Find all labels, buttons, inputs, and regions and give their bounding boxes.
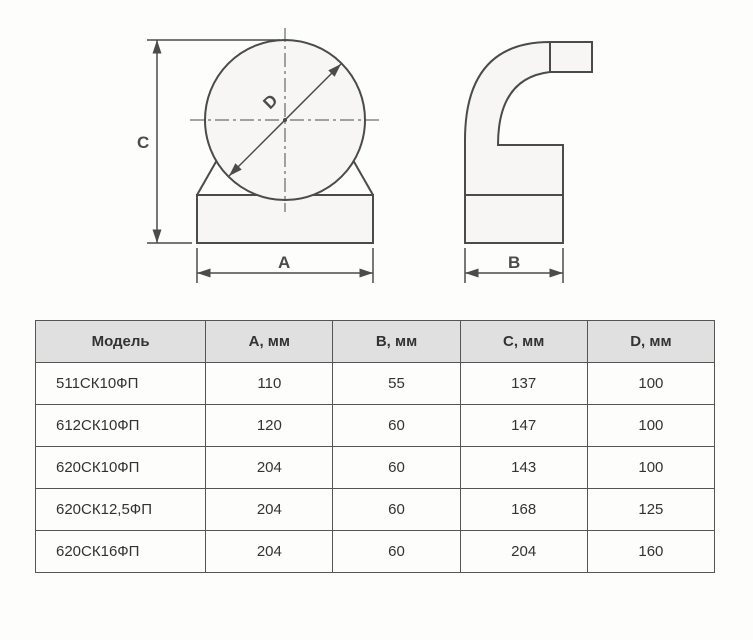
cell-model: 620СК12,5ФП [36,489,206,531]
cell-value: 100 [587,447,714,489]
cell-value: 137 [460,363,587,405]
cell-value: 60 [333,489,460,531]
cell-model: 511СК10ФП [36,363,206,405]
cell-value: 100 [587,363,714,405]
label-c: C [137,133,149,152]
cell-value: 160 [587,531,714,573]
cell-value: 204 [460,531,587,573]
dimension-a: A [197,248,373,283]
col-c: C, мм [460,321,587,363]
table-row: 620СК12,5ФП20460168125 [36,489,715,531]
cell-value: 204 [206,489,333,531]
cell-value: 110 [206,363,333,405]
col-d: D, мм [587,321,714,363]
cell-value: 168 [460,489,587,531]
cell-value: 55 [333,363,460,405]
cell-value: 143 [460,447,587,489]
col-a: A, мм [206,321,333,363]
cell-value: 204 [206,531,333,573]
cell-model: 620СК10ФП [36,447,206,489]
cell-value: 60 [333,447,460,489]
table-row: 612СК10ФП12060147100 [36,405,715,447]
cell-value: 204 [206,447,333,489]
cell-value: 120 [206,405,333,447]
cell-model: 620СК16ФП [36,531,206,573]
front-view: D [190,28,380,243]
col-b: B, мм [333,321,460,363]
table-header-row: Модель A, мм B, мм C, мм D, мм [36,321,715,363]
cell-value: 147 [460,405,587,447]
cell-value: 125 [587,489,714,531]
label-b: B [508,253,520,272]
dimensions-table: Модель A, мм B, мм C, мм D, мм 511СК10ФП… [35,320,715,573]
side-view [465,42,592,243]
technical-drawing: D A C [0,0,753,300]
table-row: 620СК10ФП20460143100 [36,447,715,489]
table-row: 511СК10ФП11055137100 [36,363,715,405]
cell-model: 612СК10ФП [36,405,206,447]
col-model: Модель [36,321,206,363]
dimension-b: B [465,248,563,283]
label-a: A [278,253,290,272]
cell-value: 60 [333,405,460,447]
table-row: 620СК16ФП20460204160 [36,531,715,573]
cell-value: 100 [587,405,714,447]
cell-value: 60 [333,531,460,573]
